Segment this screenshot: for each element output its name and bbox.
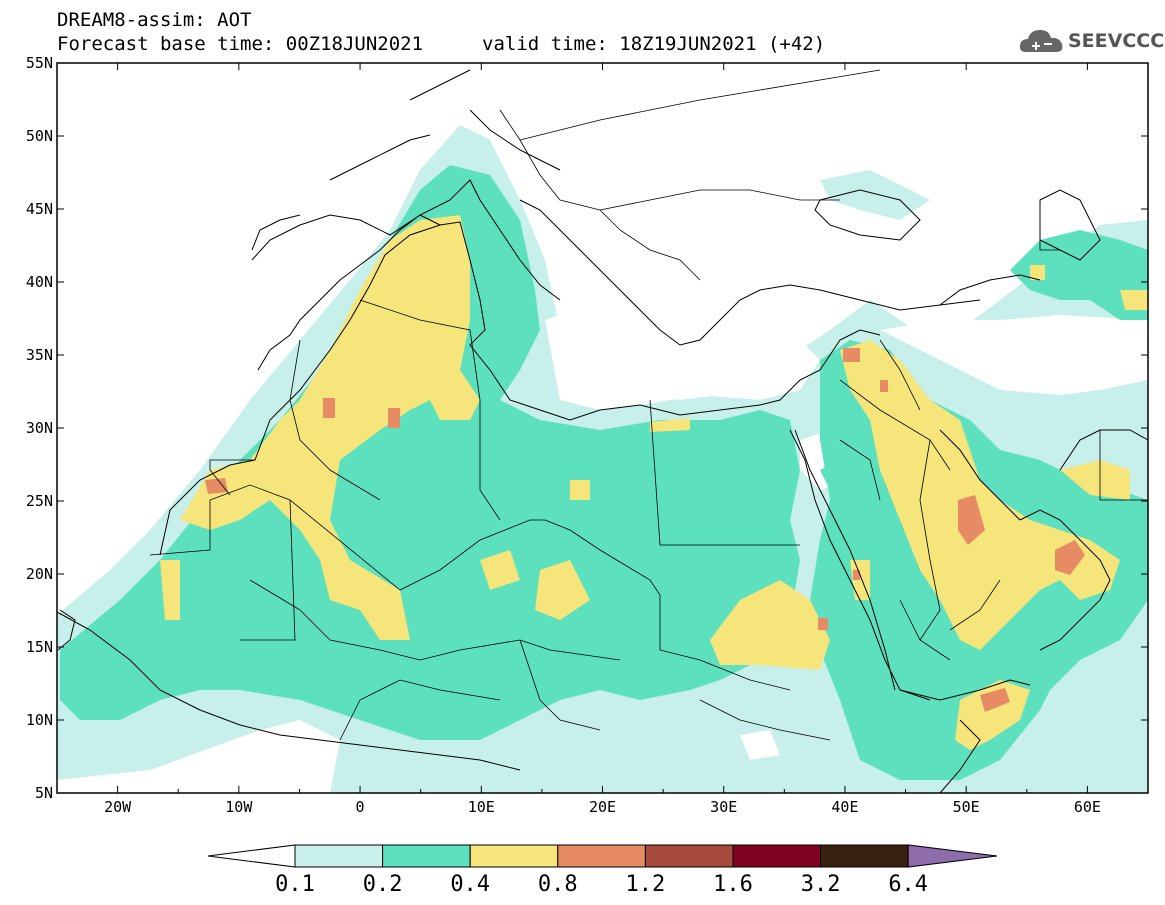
aot-below-0-1 <box>57 300 1148 793</box>
colorbar-label: 1.2 <box>626 872 666 897</box>
colorbar-swatch <box>644 844 734 868</box>
forecast-base-time: Forecast base time: 00Z18JUN2021 <box>57 33 424 55</box>
colorbar-swatch <box>732 844 822 868</box>
colorbar-swatch <box>382 844 471 868</box>
lat-tick-label: 30N <box>26 419 53 437</box>
lat-tick-label: 40N <box>26 273 53 291</box>
lat-tick-label: 25N <box>26 492 53 510</box>
colorbar-upper-extension <box>907 844 998 868</box>
colorbar: 0.1 0.2 0.4 0.8 1.2 1.6 3.2 6.4 <box>207 844 998 897</box>
lon-tick-label: 40E <box>831 798 858 816</box>
lat-tick-label: 10N <box>26 711 53 729</box>
country-borders <box>149 69 1148 741</box>
lon-tick-label: 30E <box>710 798 737 816</box>
aot-level-0-4 <box>160 215 1148 750</box>
lat-tick-label: 35N <box>26 346 53 364</box>
lon-tick-label: 0 <box>356 798 365 816</box>
longitude-axis: 20W 10W 0 10E 20E 30E 40E 50E 60E <box>56 63 1149 816</box>
lon-tick-label: 20W <box>104 798 132 816</box>
logo-text: SEEVCCC <box>1068 30 1165 52</box>
cloud-icon <box>1019 30 1063 52</box>
lat-tick-label: 15N <box>26 638 53 656</box>
latitude-axis: 55N 50N 45N 40N 35N 30N 25N 20N 15N 10N 5N <box>26 54 1148 802</box>
aot-shading <box>57 125 1148 793</box>
colorbar-swatch <box>557 844 646 868</box>
colorbar-label: 0.4 <box>450 872 490 897</box>
map-title: DREAM8-assim: AOT <box>57 9 252 31</box>
lat-tick-label: 50N <box>26 127 53 145</box>
lat-tick-label: 5N <box>35 784 53 802</box>
lon-tick-label: 50E <box>953 798 980 816</box>
lon-tick-label: 60E <box>1074 798 1101 816</box>
lat-tick-label: 20N <box>26 565 53 583</box>
lat-tick-label: 55N <box>26 54 53 72</box>
colorbar-label: 1.6 <box>713 872 753 897</box>
colorbar-swatch <box>469 844 559 868</box>
colorbar-swatch <box>294 844 384 868</box>
colorbar-label: 0.2 <box>363 872 403 897</box>
lon-tick-label: 20E <box>589 798 616 816</box>
aot-level-0-8 <box>205 348 1085 712</box>
colorbar-swatch <box>820 844 909 868</box>
lat-tick-label: 45N <box>26 200 53 218</box>
lon-tick-label: 10W <box>225 798 253 816</box>
seevccc-logo: SEEVCCC <box>1018 24 1164 58</box>
colorbar-lower-extension <box>207 844 296 868</box>
lon-tick-label: 10E <box>468 798 495 816</box>
colorbar-label: 3.2 <box>801 872 841 897</box>
colorbar-label: 0.8 <box>538 872 578 897</box>
coastlines <box>57 69 1148 793</box>
colorbar-label: 0.1 <box>275 872 315 897</box>
colorbar-label: 6.4 <box>888 872 928 897</box>
valid-time: valid time: 18Z19JUN2021 (+42) <box>482 33 826 55</box>
